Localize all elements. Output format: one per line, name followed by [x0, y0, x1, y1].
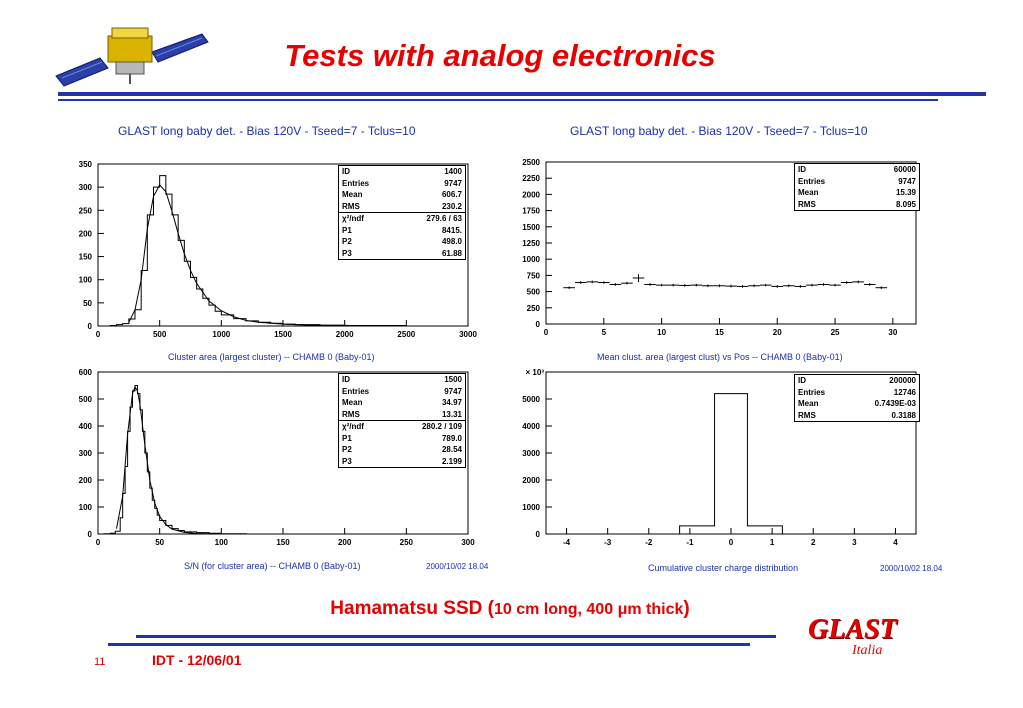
x-tick-label: 3000	[459, 330, 477, 339]
y-tick-label: 100	[79, 276, 93, 285]
satellite-logo	[52, 18, 212, 88]
y-tick-label: 150	[79, 253, 93, 262]
y-tick-label: 2000	[522, 190, 540, 199]
y-tick-label: 3000	[522, 449, 540, 458]
plot-caption-p1: Cluster area (largest cluster) -- CHAMB …	[168, 352, 375, 362]
y-tick-label: 350	[79, 160, 93, 169]
x-tick-label: 1	[770, 538, 775, 547]
x-tick-label: 150	[276, 538, 290, 547]
y-tick-label: 2500	[522, 158, 540, 167]
x-tick-label: 0	[96, 330, 101, 339]
x-tick-label: 1500	[274, 330, 292, 339]
plot-caption-p2: Mean clust. area (largest clust) vs Pos …	[597, 352, 843, 362]
glast-logo: GLAST	[808, 614, 897, 645]
plot-title-p1: GLAST long baby det. - Bias 120V - Tseed…	[118, 124, 416, 138]
footer-date: IDT - 12/06/01	[152, 652, 242, 668]
fit-curve	[116, 385, 222, 535]
y-tick-label: 250	[79, 206, 93, 215]
x-tick-label: -3	[604, 538, 612, 547]
page-number: 11	[94, 656, 106, 668]
header-rule-thin	[58, 99, 938, 101]
x-tick-label: 2	[811, 538, 816, 547]
slide-title: Tests with analog electronics	[284, 38, 716, 73]
chart-p4: -4 -3 -2 -1 0 1 2 3 4 0 1000 2000 3000 4000 5000 × 10³	[522, 368, 917, 547]
plot-caption-p4: Cumulative cluster charge distribution	[648, 563, 799, 573]
y-tick-label: 2250	[522, 174, 540, 183]
y-tick-label: 0	[88, 530, 93, 539]
slide-subtitle: Hamamatsu SSD (10 cm long, 400 μm thick)	[210, 598, 810, 620]
y-tick-label: 1750	[522, 207, 540, 216]
y-tick-label: 750	[527, 271, 541, 280]
plot-caption-p3: S/N (for cluster area) -- CHAMB 0 (Baby-…	[184, 561, 361, 571]
x-tick-label: 2000	[336, 330, 354, 339]
x-tick-label: 0	[544, 328, 549, 337]
x-tick-label: -1	[686, 538, 694, 547]
y-unit-label: × 10³	[526, 368, 545, 377]
x-tick-label: 50	[155, 538, 164, 547]
x-tick-label: 0	[729, 538, 734, 547]
x-tick-label: 250	[400, 538, 414, 547]
y-tick-label: 1000	[522, 255, 540, 264]
x-tick-label: 15	[715, 328, 724, 337]
y-tick-label: 200	[79, 476, 93, 485]
subtitle-main: Hamamatsu SSD (	[330, 598, 494, 619]
stats-box-p4: ID 200000 Entries 12746 Mean 0.7439E-03 RMS…	[794, 374, 920, 422]
y-tick-label: 300	[79, 183, 93, 192]
x-tick-label: 20	[773, 328, 782, 337]
chart-p1: 0 500 1000 1500 2000 2500 3000 0 50 100 150 200 250 3…	[79, 160, 478, 339]
stats-box-p1: ID 1400 Entries 9747 Mean 606.7 RMS 230.2 χ²…	[338, 165, 466, 260]
x-tick-label: 1000	[212, 330, 230, 339]
fit-curve	[128, 183, 370, 327]
stats-box-p3: ID 1500 Entries 9747 Mean 34.97 RMS 13.31 χ²…	[338, 373, 466, 468]
plot-title-p2: GLAST long baby det. - Bias 120V - Tseed…	[570, 124, 868, 138]
y-tick-label: 300	[79, 449, 93, 458]
y-tick-label: 250	[527, 304, 541, 313]
plot-date-p3: 2000/10/02 18.04	[426, 562, 489, 571]
y-tick-label: 0	[536, 530, 541, 539]
footer-rule-2	[108, 643, 750, 646]
x-tick-label: -4	[563, 538, 571, 547]
y-tick-label: 1000	[522, 503, 540, 512]
y-tick-label: 500	[79, 395, 93, 404]
chart-p3: 0 50 100 150 200 250 300 0 100 200 300 400 500 600	[79, 368, 476, 547]
histogram-series	[546, 393, 916, 535]
subtitle-detail: 10 cm long, 400 μm thick	[493, 601, 684, 618]
x-tick-label: 0	[96, 538, 101, 547]
glast-italia: Italia	[852, 643, 883, 658]
satellite-icon	[55, 27, 209, 87]
y-tick-label: 600	[79, 368, 93, 377]
x-tick-label: 2500	[397, 330, 415, 339]
x-tick-label: 300	[461, 538, 475, 547]
x-tick-label: 3	[852, 538, 857, 547]
y-tick-label: 2000	[522, 476, 540, 485]
y-tick-label: 5000	[522, 395, 540, 404]
plot-date-p4: 2000/10/02 18.04	[880, 564, 943, 573]
x-tick-label: 4	[893, 538, 898, 547]
x-tick-label: 100	[215, 538, 229, 547]
x-tick-label: -2	[645, 538, 653, 547]
y-tick-label: 0	[88, 322, 93, 331]
y-tick-label: 4000	[522, 422, 540, 431]
y-tick-label: 50	[83, 299, 92, 308]
y-tick-label: 0	[536, 320, 541, 329]
histogram-series	[98, 385, 247, 535]
stats-box-p2: ID 60000 Entries 9747 Mean 15.39 RMS 8.095	[794, 163, 920, 211]
footer-rule	[136, 635, 776, 638]
y-tick-label: 1250	[522, 239, 540, 248]
y-tick-label: 200	[79, 229, 93, 238]
y-tick-label: 500	[527, 288, 541, 297]
x-tick-label: 500	[153, 330, 167, 339]
y-tick-label: 100	[79, 503, 93, 512]
chart-p2: 0 5 10 15 20 25 30 0 250 500 750 1000 1250 1500 1750 20…	[522, 158, 917, 337]
x-tick-label: 5	[602, 328, 607, 337]
x-tick-label: 30	[888, 328, 897, 337]
header-rule	[58, 92, 986, 96]
x-tick-label: 200	[338, 538, 352, 547]
x-tick-label: 25	[831, 328, 840, 337]
x-tick-label: 10	[657, 328, 666, 337]
subtitle-close: )	[683, 598, 690, 619]
y-tick-label: 400	[79, 422, 93, 431]
y-tick-label: 1500	[522, 223, 540, 232]
